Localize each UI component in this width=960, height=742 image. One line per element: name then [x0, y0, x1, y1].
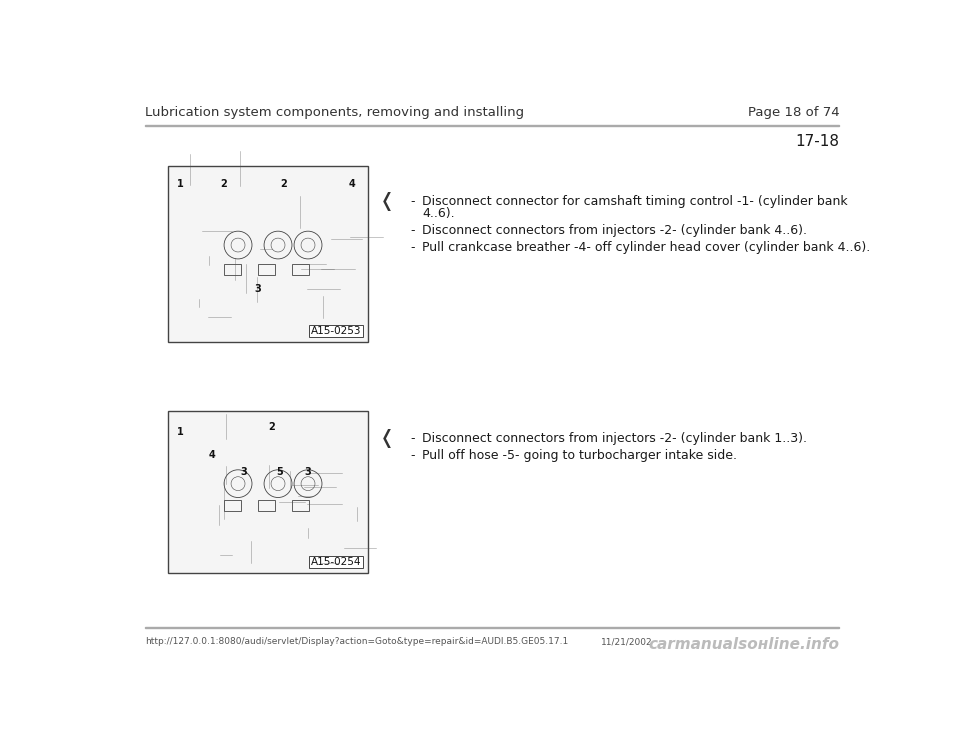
Text: 2: 2 — [221, 179, 228, 188]
Text: 3: 3 — [304, 467, 311, 477]
Text: 3: 3 — [241, 467, 248, 477]
Text: 5: 5 — [276, 467, 283, 477]
Text: 4..6).: 4..6). — [422, 207, 455, 220]
Bar — [145, 125, 839, 126]
Bar — [309, 556, 363, 568]
Text: -: - — [411, 432, 415, 444]
Text: http://127.0.0.1:8080/audi/servlet/Display?action=Goto&type=repair&id=AUDI.B5.GE: http://127.0.0.1:8080/audi/servlet/Displ… — [145, 637, 568, 646]
Text: Disconnect connector for camshaft timing control -1- (cylinder bank: Disconnect connector for camshaft timing… — [422, 195, 848, 209]
Text: 4: 4 — [208, 450, 215, 459]
Bar — [224, 500, 241, 511]
Bar — [292, 264, 309, 275]
Text: 1: 1 — [177, 179, 183, 188]
Text: carmanualsонline.info: carmanualsонline.info — [648, 637, 839, 652]
Text: ❬: ❬ — [379, 192, 396, 211]
Text: 4: 4 — [348, 179, 355, 188]
Text: Disconnect connectors from injectors -2- (cylinder bank 4..6).: Disconnect connectors from injectors -2-… — [422, 224, 807, 237]
Text: -: - — [411, 240, 415, 254]
Bar — [145, 627, 839, 628]
Text: 17-18: 17-18 — [795, 134, 839, 148]
Bar — [168, 166, 368, 341]
Bar — [168, 166, 368, 341]
Bar — [168, 411, 368, 573]
Text: Disconnect connectors from injectors -2- (cylinder bank 1..3).: Disconnect connectors from injectors -2-… — [422, 432, 807, 444]
Text: -: - — [411, 224, 415, 237]
Text: Pull crankcase breather -4- off cylinder head cover (cylinder bank 4..6).: Pull crankcase breather -4- off cylinder… — [422, 240, 871, 254]
Text: 1: 1 — [177, 427, 183, 437]
Text: Lubrication system components, removing and installing: Lubrication system components, removing … — [145, 106, 524, 119]
Text: Page 18 of 74: Page 18 of 74 — [748, 106, 839, 119]
Text: 2: 2 — [269, 422, 276, 432]
Bar — [224, 264, 241, 275]
Bar — [258, 500, 276, 511]
Bar — [292, 500, 309, 511]
Bar — [168, 411, 368, 573]
Text: -: - — [411, 449, 415, 462]
Text: ❬: ❬ — [379, 429, 396, 447]
Text: A15-0254: A15-0254 — [311, 556, 362, 567]
Text: A15-0253: A15-0253 — [311, 326, 362, 336]
Text: Pull off hose -5- going to turbocharger intake side.: Pull off hose -5- going to turbocharger … — [422, 449, 737, 462]
Text: -: - — [411, 195, 415, 209]
Text: 3: 3 — [254, 284, 261, 294]
Text: 11/21/2002: 11/21/2002 — [601, 637, 652, 646]
Text: 2: 2 — [280, 179, 287, 188]
Bar — [309, 325, 363, 337]
Bar — [258, 264, 276, 275]
